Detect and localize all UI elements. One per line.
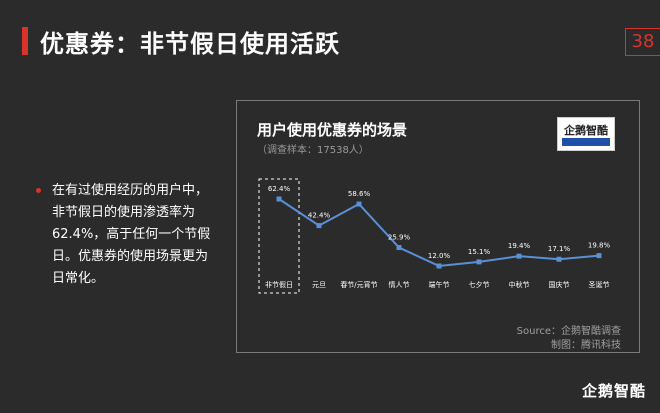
data-label: 19.8% xyxy=(588,242,611,250)
chart-logo-text: 企鹅智酷 xyxy=(564,124,608,137)
category-label: 七夕节 xyxy=(469,280,490,289)
chart-logo: 企鹅智酷 xyxy=(557,117,615,151)
data-label: 12.0% xyxy=(428,252,451,260)
title-accent-bar xyxy=(22,27,28,55)
chart-source: Source：企鹅智酷调查 xyxy=(516,326,621,337)
category-label: 元旦 xyxy=(312,281,326,289)
category-label: 圣诞节 xyxy=(589,280,610,289)
category-label: 非节假日 xyxy=(265,280,293,289)
chart-credit: 制图：腾讯科技 xyxy=(551,340,621,351)
bullet-text: 在有过使用经历的用户中，非节假日的使用渗透率为62.4%，高于任何一个节假日。优… xyxy=(52,183,211,286)
line-chart: 62.4% 非节假日 42.4% 元旦 58.6% 春节/元宵节 25.9% 情人节 12.0%… xyxy=(258,178,611,294)
category-label: 端午节 xyxy=(429,280,450,289)
category-label: 中秋节 xyxy=(509,280,530,289)
data-label: 15.1% xyxy=(468,248,491,256)
category-label: 国庆节 xyxy=(549,280,570,289)
category-label: 情人节 xyxy=(389,280,410,289)
data-point xyxy=(356,201,362,207)
data-point xyxy=(436,263,442,269)
bullet-dot-icon xyxy=(36,188,41,193)
highlight-box xyxy=(258,178,300,294)
data-point xyxy=(556,256,562,262)
brand-footer: 企鹅智酷 xyxy=(581,382,646,400)
slide-title: 优惠券：非节假日使用活跃 xyxy=(40,30,340,58)
data-label: 62.4% xyxy=(268,185,291,193)
data-point xyxy=(476,259,482,265)
chart-panel: 用户使用优惠券的场景 （调查样本：17538人） 企鹅智酷 62.4% 非节假日 4… xyxy=(236,100,640,353)
data-point xyxy=(396,245,402,251)
data-point xyxy=(516,253,522,259)
data-label: 17.1% xyxy=(548,245,571,253)
page-number: 38 xyxy=(625,28,660,56)
logo-strip xyxy=(562,138,610,146)
data-point xyxy=(316,223,322,229)
data-point xyxy=(276,196,282,202)
data-label: 58.6% xyxy=(348,190,371,198)
data-label: 25.9% xyxy=(388,234,411,242)
category-label: 春节/元宵节 xyxy=(340,280,377,289)
chart-subtitle: （调查样本：17538人） xyxy=(257,145,369,156)
chart-title: 用户使用优惠券的场景 xyxy=(257,121,408,139)
data-label: 42.4% xyxy=(308,212,331,220)
data-point xyxy=(596,253,602,259)
data-label: 19.4% xyxy=(508,242,531,250)
